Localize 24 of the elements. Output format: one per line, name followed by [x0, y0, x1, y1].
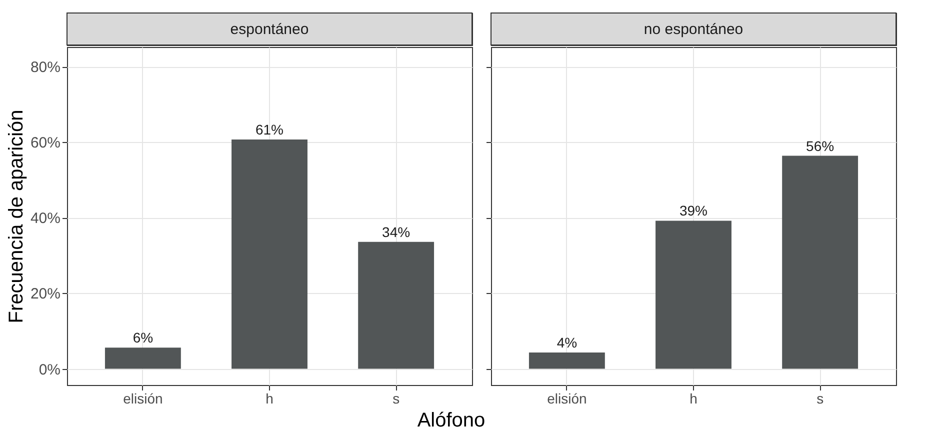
bar — [232, 140, 308, 369]
data-label: 4% — [556, 334, 578, 351]
chart-title: espontáneo — [230, 21, 309, 38]
x-tick-label: h — [266, 390, 274, 406]
data-label: 34% — [382, 224, 410, 240]
x-axis-title: Alófono — [417, 410, 486, 432]
y-tick-label: 20% — [30, 286, 60, 303]
bar — [104, 348, 181, 369]
y-axis-title: Frecuencia de aparición — [5, 110, 28, 324]
y-tick-label: 60% — [30, 134, 60, 152]
bar — [358, 242, 434, 369]
x-tick-label: s — [816, 390, 824, 406]
data-label: 39% — [679, 202, 708, 219]
x-tick-label: elisión — [123, 390, 163, 406]
x-tick-label: s — [392, 390, 400, 406]
data-label: 56% — [806, 138, 834, 154]
y-tick-label: 80% — [30, 59, 60, 76]
x-tick-label: h — [690, 390, 698, 406]
y-tick-label: 0% — [38, 361, 60, 378]
chart-title: no espontáneo — [644, 21, 744, 38]
data-label: 61% — [255, 122, 284, 138]
x-tick-label: elisión — [547, 390, 587, 406]
y-tick-label: 40% — [30, 210, 60, 228]
data-label: 6% — [132, 330, 154, 346]
